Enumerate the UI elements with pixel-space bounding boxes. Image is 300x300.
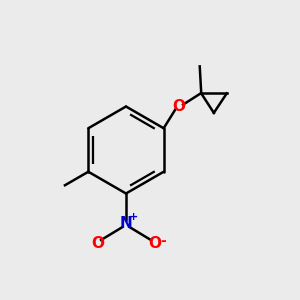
Text: N: N [120,216,132,231]
Text: +: + [129,212,138,223]
Text: O: O [173,99,186,114]
Text: -: - [160,234,166,248]
Text: O: O [148,236,161,250]
Text: O: O [91,236,104,250]
